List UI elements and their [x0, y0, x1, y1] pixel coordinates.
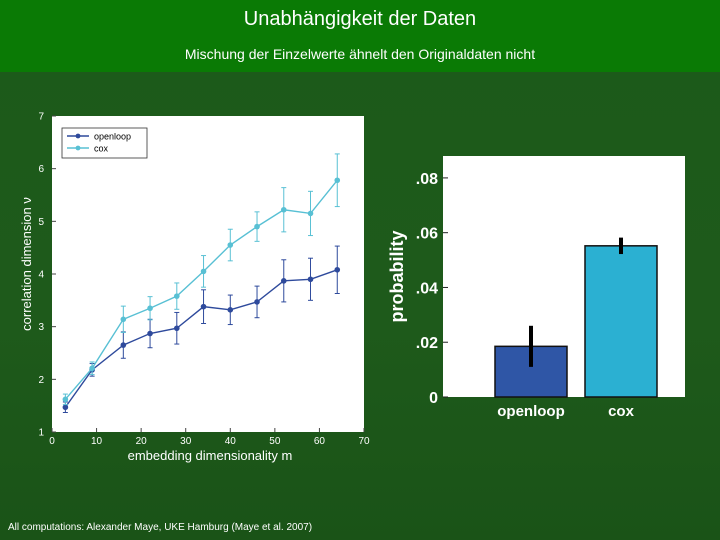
data-point — [62, 396, 69, 403]
data-point — [200, 303, 207, 310]
line-plot-area — [52, 116, 364, 432]
x-axis-label: embedding dimensionality m — [128, 448, 293, 463]
data-point — [120, 342, 127, 348]
y-tick-label: .04 — [416, 280, 438, 297]
data-point — [62, 404, 69, 411]
y-tick-label: 3 — [38, 322, 44, 333]
data-point — [200, 268, 207, 275]
x-tick-label: 10 — [91, 436, 103, 447]
header-bar — [0, 0, 720, 72]
data-point — [89, 365, 95, 372]
data-point — [227, 307, 234, 313]
slide-subtitle: Mischung der Einzelwerte ähnelt den Orig… — [184, 46, 536, 62]
data-point — [334, 266, 341, 273]
y-tick-label: 7 — [38, 112, 44, 123]
y-tick-label: 5 — [38, 217, 44, 228]
legend-box — [61, 127, 148, 159]
data-point — [280, 278, 287, 284]
x-tick-label: 30 — [180, 436, 192, 447]
data-point — [174, 293, 180, 299]
data-point — [254, 223, 260, 230]
x-tick-label: 0 — [49, 436, 55, 447]
data-point — [307, 276, 314, 283]
x-tick-label: cox — [608, 403, 635, 420]
y-tick-label: 6 — [38, 164, 44, 175]
y-tick-label: .02 — [416, 335, 438, 352]
data-point — [147, 305, 153, 312]
data-point — [227, 242, 234, 248]
y-axis-label: correlation dimension ν — [19, 197, 34, 331]
y-tick-label: 2 — [38, 375, 44, 386]
x-tick-label: openloop — [497, 403, 565, 420]
legend-swatch-marker — [75, 133, 81, 139]
x-tick-label: 60 — [314, 436, 326, 447]
legend-label-cox: cox — [94, 144, 109, 154]
y-axis-label: probability — [387, 230, 407, 322]
bar-cox — [584, 245, 658, 398]
y-tick-label: 1 — [38, 428, 44, 439]
data-point — [174, 325, 180, 332]
data-point — [120, 316, 127, 323]
y-tick-label: 0 — [429, 390, 438, 407]
data-point — [307, 210, 314, 217]
y-tick-label: 4 — [38, 270, 44, 281]
x-tick-label: 20 — [136, 436, 148, 447]
y-tick-label: .06 — [416, 226, 438, 243]
slide-title: Unabhängigkeit der Daten — [243, 8, 477, 30]
legend-swatch-marker — [75, 145, 81, 151]
y-tick-label: .08 — [416, 171, 438, 188]
data-point — [254, 299, 260, 305]
data-point — [280, 206, 287, 213]
data-point — [334, 177, 341, 184]
data-point — [147, 330, 153, 337]
x-tick-label: 70 — [358, 436, 370, 447]
x-tick-label: 50 — [269, 436, 281, 447]
x-tick-label: 40 — [225, 436, 237, 447]
footer-credit: All computations: Alexander Maye, UKE Ha… — [8, 522, 313, 533]
legend-label-openloop: openloop — [94, 132, 131, 142]
